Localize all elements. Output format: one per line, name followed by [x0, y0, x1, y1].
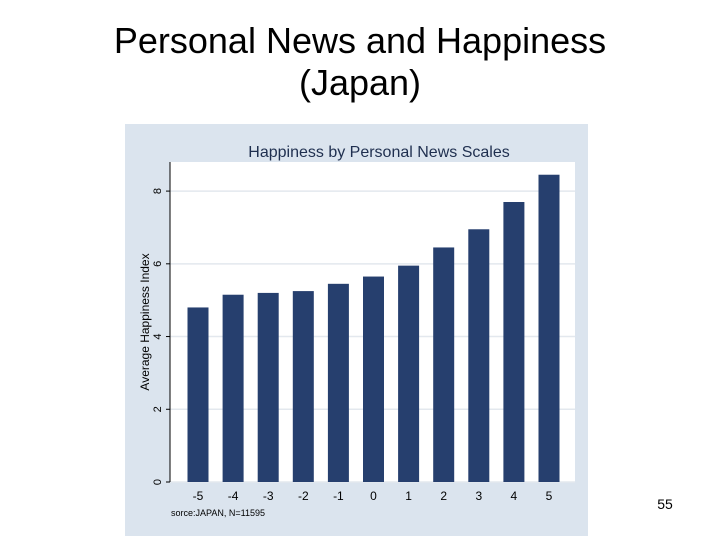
y-tick-label-3: 6: [152, 261, 164, 267]
bar--3: [257, 292, 279, 482]
bar--2: [292, 291, 314, 482]
x-tick-label-5: 5: [546, 489, 553, 503]
bar-1: [398, 265, 420, 482]
x-tick-label--5: -5: [193, 489, 204, 503]
x-tick-label--4: -4: [228, 489, 239, 503]
y-tick-labels: 0 2 4 6 8: [152, 188, 170, 485]
chart-title: Happiness by Personal News Scales: [248, 144, 509, 161]
slide-title-line-2: (Japan): [298, 62, 422, 103]
slide-title-line-1: Personal News and Happiness: [113, 20, 607, 61]
y-tick-label-2: 4: [152, 333, 164, 339]
x-tick-label--3: -3: [263, 489, 274, 503]
bar-0: [363, 276, 384, 482]
page-number: 55: [657, 496, 673, 512]
slide-title: Personal News and Happiness (Japan): [0, 20, 720, 104]
bar-4: [503, 202, 525, 482]
bar--1: [327, 283, 349, 482]
y-tick-label-0: 0: [152, 479, 164, 485]
x-tick-label--2: -2: [298, 489, 309, 503]
bar-chart: 0 2 4 6 8 -5 -4 -3 -2 -1 0 1 2 3 4 5 Happiness by Pers…: [125, 124, 588, 536]
chart-panel: 0 2 4 6 8 -5 -4 -3 -2 -1 0 1 2 3 4 5 Happiness by Pers…: [125, 124, 588, 536]
bar-2: [433, 247, 455, 482]
bar--4: [222, 294, 244, 482]
x-tick-label-4: 4: [511, 489, 518, 503]
chart-source-note: sorce:JAPAN, N=11595: [171, 508, 265, 518]
x-tick-label--1: -1: [333, 489, 344, 503]
x-tick-label-3: 3: [475, 489, 482, 503]
bar-5: [538, 174, 560, 482]
x-tick-label-0: 0: [370, 489, 377, 503]
bars: [187, 174, 560, 482]
bar-3: [468, 229, 490, 482]
bar--5: [187, 307, 209, 482]
x-tick-label-1: 1: [405, 489, 412, 503]
y-tick-label-1: 2: [152, 406, 164, 412]
y-axis-label: Average Happiness Index: [138, 253, 152, 390]
y-tick-label-4: 8: [152, 188, 164, 194]
x-tick-label-2: 2: [440, 489, 447, 503]
x-tick-labels: -5 -4 -3 -2 -1 0 1 2 3 4 5: [193, 489, 553, 503]
